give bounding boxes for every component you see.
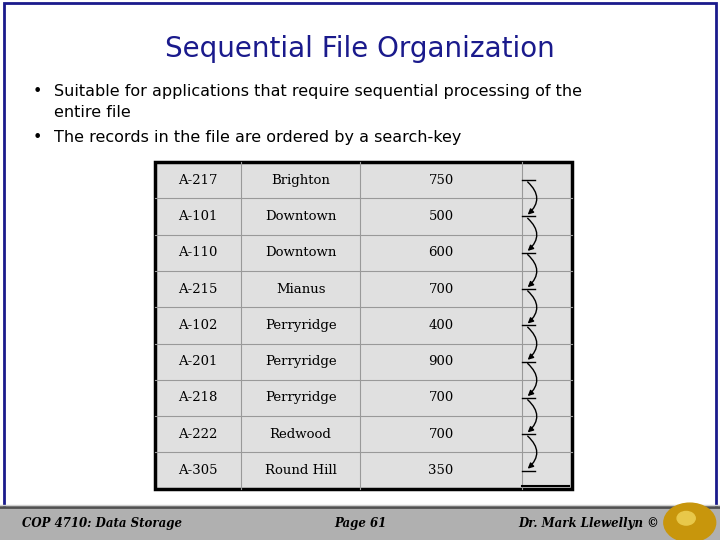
Text: A-222: A-222 <box>179 428 217 441</box>
Text: A-110: A-110 <box>179 246 217 259</box>
Text: A-305: A-305 <box>179 464 217 477</box>
Text: Downtown: Downtown <box>265 246 336 259</box>
Text: The records in the file are ordered by a search-key: The records in the file are ordered by a… <box>54 130 462 145</box>
Text: 400: 400 <box>428 319 454 332</box>
Text: Page 61: Page 61 <box>334 517 386 530</box>
Text: COP 4710: Data Storage: COP 4710: Data Storage <box>22 517 181 530</box>
Text: A-201: A-201 <box>179 355 217 368</box>
Text: •: • <box>32 130 42 145</box>
Text: Downtown: Downtown <box>265 210 336 223</box>
Text: A-101: A-101 <box>179 210 217 223</box>
Text: Sequential File Organization: Sequential File Organization <box>165 35 555 63</box>
Bar <box>155 162 572 489</box>
Text: Redwood: Redwood <box>270 428 331 441</box>
Text: Perryridge: Perryridge <box>265 319 336 332</box>
Text: •: • <box>32 84 42 99</box>
Text: 700: 700 <box>428 282 454 295</box>
Text: A-215: A-215 <box>179 282 217 295</box>
Bar <box>0 507 720 540</box>
Text: 700: 700 <box>428 392 454 404</box>
Text: Dr. Mark Llewellyn ©: Dr. Mark Llewellyn © <box>518 517 660 530</box>
Text: Round Hill: Round Hill <box>265 464 336 477</box>
Text: 350: 350 <box>428 464 454 477</box>
Text: A-102: A-102 <box>179 319 217 332</box>
Text: Perryridge: Perryridge <box>265 392 336 404</box>
Text: Brighton: Brighton <box>271 174 330 187</box>
Text: 600: 600 <box>428 246 454 259</box>
Text: 700: 700 <box>428 428 454 441</box>
Text: 750: 750 <box>428 174 454 187</box>
Text: 500: 500 <box>428 210 454 223</box>
Text: Mianus: Mianus <box>276 282 325 295</box>
Text: entire file: entire file <box>54 105 131 120</box>
Text: A-217: A-217 <box>179 174 217 187</box>
Text: A-218: A-218 <box>179 392 217 404</box>
Text: Perryridge: Perryridge <box>265 355 336 368</box>
Circle shape <box>677 511 696 525</box>
Text: Suitable for applications that require sequential processing of the: Suitable for applications that require s… <box>54 84 582 99</box>
Circle shape <box>664 503 716 540</box>
Text: 900: 900 <box>428 355 454 368</box>
